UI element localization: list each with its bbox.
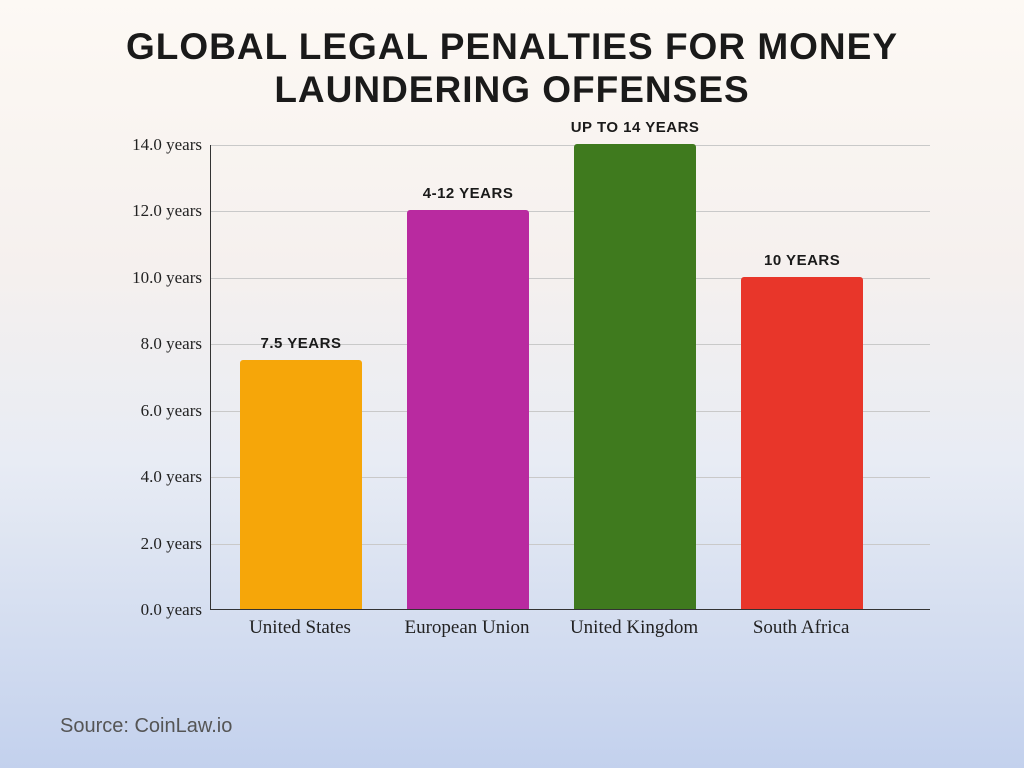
y-axis-label: 14.0 years [102,135,202,155]
bar [240,360,362,609]
source-text: Source: CoinLaw.io [60,715,232,738]
y-axis-label: 2.0 years [102,534,202,554]
chart-title: Global Legal Penalties for Money Launder… [0,0,1024,111]
chart-wrapper: 7.5 years4-12 yearsup to 14 years10 year… [100,145,930,655]
x-axis-label: United States [249,617,351,639]
y-axis-label: 12.0 years [102,201,202,221]
gridline [211,145,930,146]
plot-area: 7.5 years4-12 yearsup to 14 years10 year… [210,145,930,610]
bar [574,144,696,609]
x-axis-label: South Africa [753,617,850,639]
bar [741,277,863,609]
y-axis-label: 10.0 years [102,268,202,288]
bar-value-label: 10 years [764,252,840,269]
y-axis-label: 4.0 years [102,467,202,487]
bar-value-label: 4-12 years [423,185,514,202]
y-axis-label: 6.0 years [102,401,202,421]
x-axis-label: United Kingdom [570,617,698,639]
gridline [211,211,930,212]
x-axis-label: European Union [405,617,530,639]
bar-value-label: up to 14 years [571,119,700,136]
bar-value-label: 7.5 years [261,335,342,352]
y-axis-label: 8.0 years [102,334,202,354]
y-axis-label: 0.0 years [102,600,202,620]
bar [407,210,529,609]
